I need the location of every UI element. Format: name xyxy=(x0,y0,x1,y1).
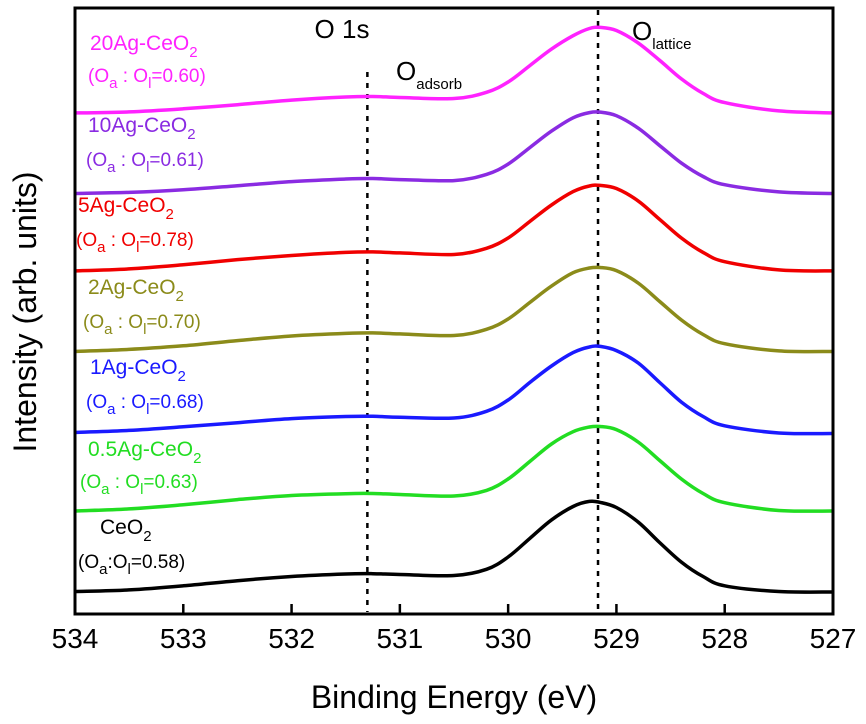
ratio-text: : O xyxy=(109,472,140,493)
series-line-5ag-ceo2 xyxy=(74,183,834,273)
x-tick-label-529: 529 xyxy=(593,623,640,654)
x-tick-label-528: 528 xyxy=(701,623,748,654)
ratio-subscript: l xyxy=(146,401,149,418)
series-formula: 5Ag-CeO xyxy=(78,194,166,217)
series-formula-subscript: 2 xyxy=(187,126,195,143)
series-ratio-1ag-ceo2: (Oa : Ol=0.68) xyxy=(86,392,204,418)
ratio-text: (O xyxy=(80,472,101,493)
series-ratio-20ag-ceo2: (Oa : Ol=0.60) xyxy=(88,66,206,92)
x-tick-label-532: 532 xyxy=(268,623,315,654)
series-formula-subscript: 2 xyxy=(176,288,184,305)
ratio-text: : O xyxy=(115,392,146,413)
series-formula: 20Ag-CeO xyxy=(90,32,189,55)
series-label-0p5ag-ceo2: 0.5Ag-CeO2 xyxy=(88,438,201,467)
series-ratio-10ag-ceo2: (Oa : Ol=0.61) xyxy=(86,150,204,176)
peak-label-adsorb: Oadsorb xyxy=(396,56,462,93)
ratio-text: =0.78) xyxy=(139,230,193,251)
ratio-subscript: l xyxy=(136,239,139,256)
series-line-0p5ag-ceo2 xyxy=(74,424,834,513)
series-line-10ag-ceo2 xyxy=(74,110,834,196)
x-tick-label-527: 527 xyxy=(810,623,857,654)
ratio-text: (O xyxy=(76,230,97,251)
ratio-text: (O xyxy=(88,66,109,87)
ratio-subscript: l xyxy=(128,561,131,578)
series-label-5ag-ceo2: 5Ag-CeO2 xyxy=(78,194,174,223)
series-ratio-2ag-ceo2: (Oa : Ol=0.70) xyxy=(83,312,201,338)
ratio-subscript: l xyxy=(148,75,151,92)
ratio-text: (O xyxy=(86,150,107,171)
x-axis-ticks: 534 533 532 531 530 529 528 527 xyxy=(52,604,857,654)
series-label-1ag-ceo2: 1Ag-CeO2 xyxy=(90,356,186,385)
ratio-text: : O xyxy=(105,230,136,251)
series-label-10ag-ceo2: 10Ag-CeO2 xyxy=(88,114,196,143)
ratio-subscript: l xyxy=(146,159,149,176)
series-line-2ag-ceo2 xyxy=(74,265,834,354)
ratio-text: :O xyxy=(107,552,127,573)
series-formula: 10Ag-CeO xyxy=(88,114,187,137)
series-ratio-0p5ag-ceo2: (Oa : Ol=0.63) xyxy=(80,472,198,498)
peak-label-lattice: Olattice xyxy=(632,16,691,53)
series-labels: 20Ag-CeO2(Oa : Ol=0.60)10Ag-CeO2(Oa : Ol… xyxy=(76,32,206,578)
ratio-text: : O xyxy=(117,66,148,87)
ratio-subscript: a xyxy=(107,159,116,176)
series-formula-subscript: 2 xyxy=(189,44,197,61)
ratio-text: : O xyxy=(115,150,146,171)
series-formula-subscript: 2 xyxy=(143,528,151,545)
ratio-subscript: a xyxy=(97,239,106,256)
series-line-20ag-ceo2 xyxy=(74,25,834,115)
ratio-text: (O xyxy=(78,552,99,573)
ratio-subscript: l xyxy=(140,481,143,498)
ratio-text: =0.68) xyxy=(149,392,203,413)
x-tick-label-530: 530 xyxy=(485,623,532,654)
ratio-subscript: l xyxy=(143,321,146,338)
ratio-text: : O xyxy=(112,312,143,333)
x-axis-title: Binding Energy (eV) xyxy=(311,679,597,715)
ratio-text: =0.63) xyxy=(143,472,197,493)
ratio-text: (O xyxy=(83,312,104,333)
ratio-text: =0.58) xyxy=(131,552,185,573)
series-formula: 0.5Ag-CeO xyxy=(88,438,193,461)
series-ratio-ceo2: (Oa:Ol=0.58) xyxy=(78,552,185,578)
ratio-subscript: a xyxy=(107,401,116,418)
ratio-subscript: a xyxy=(101,481,110,498)
series-line-ceo2 xyxy=(74,499,834,594)
ratio-subscript: a xyxy=(99,561,108,578)
series-lines xyxy=(74,25,834,594)
x-tick-label-534: 534 xyxy=(52,623,99,654)
series-line-1ag-ceo2 xyxy=(74,344,834,436)
series-label-ceo2: CeO2 xyxy=(100,516,152,545)
series-label-20ag-ceo2: 20Ag-CeO2 xyxy=(90,32,198,61)
series-formula: 2Ag-CeO xyxy=(88,276,176,299)
series-ratio-5ag-ceo2: (Oa : Ol=0.78) xyxy=(76,230,194,256)
series-label-2ag-ceo2: 2Ag-CeO2 xyxy=(88,276,184,305)
chart-title: O 1s xyxy=(315,14,370,44)
y-axis-title: Intensity (arb. units) xyxy=(7,172,43,453)
series-formula-subscript: 2 xyxy=(193,450,201,467)
series-formula: 1Ag-CeO xyxy=(90,356,178,379)
x-tick-label-533: 533 xyxy=(160,623,207,654)
ratio-text: (O xyxy=(86,392,107,413)
ratio-subscript: a xyxy=(109,75,118,92)
plot-frame xyxy=(73,6,835,616)
series-formula-subscript: 2 xyxy=(166,206,174,223)
series-formula: CeO xyxy=(100,516,143,539)
series-formula-subscript: 2 xyxy=(178,368,186,385)
ratio-text: =0.60) xyxy=(151,66,205,87)
ratio-subscript: a xyxy=(104,321,113,338)
x-tick-label-531: 531 xyxy=(376,623,423,654)
ratio-text: =0.70) xyxy=(146,312,200,333)
ratio-text: =0.61) xyxy=(149,150,203,171)
